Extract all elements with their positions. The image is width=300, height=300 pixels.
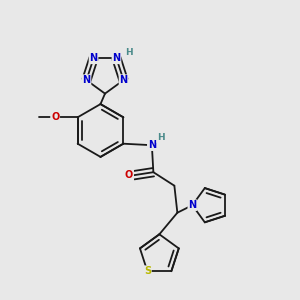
Text: N: N bbox=[112, 53, 121, 63]
Text: H: H bbox=[157, 133, 165, 142]
Text: H: H bbox=[124, 48, 132, 57]
Text: N: N bbox=[89, 53, 98, 63]
Text: N: N bbox=[148, 140, 156, 150]
Text: N: N bbox=[188, 200, 196, 210]
Text: N: N bbox=[82, 75, 91, 85]
Text: O: O bbox=[125, 170, 133, 180]
Text: O: O bbox=[51, 112, 59, 122]
Text: N: N bbox=[119, 75, 128, 85]
Text: S: S bbox=[144, 266, 151, 276]
